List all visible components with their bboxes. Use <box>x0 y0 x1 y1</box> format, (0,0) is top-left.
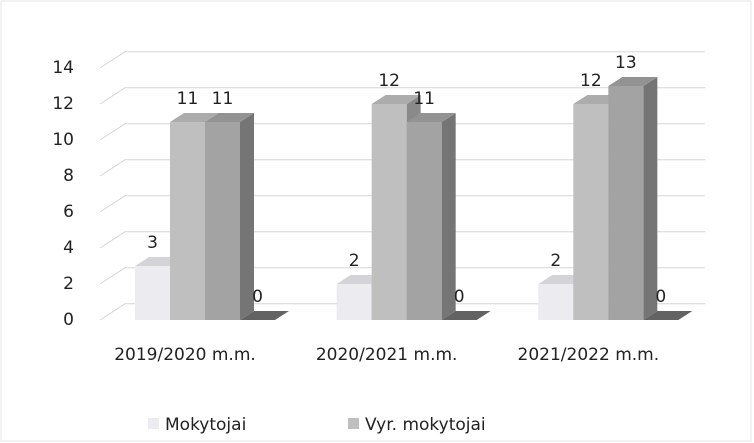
bar-front <box>573 104 609 320</box>
data-label: 2 <box>550 251 561 271</box>
y-tick-label: 14 <box>52 58 74 78</box>
legend-swatch <box>148 418 159 429</box>
data-label: 12 <box>580 71 602 91</box>
grid-line <box>99 123 705 141</box>
bar-top <box>170 113 219 122</box>
bar <box>441 311 491 320</box>
data-label: 12 <box>378 71 400 91</box>
bar <box>406 113 456 320</box>
bar-side <box>643 77 658 320</box>
bar-front <box>371 104 407 320</box>
bar <box>643 311 693 320</box>
grid-line <box>99 51 705 69</box>
bar-top <box>406 113 456 122</box>
bar-top <box>441 311 491 320</box>
grid-line <box>99 195 705 213</box>
bar-front <box>170 122 205 320</box>
bar-side <box>240 113 254 320</box>
y-tick-label: 4 <box>63 238 74 258</box>
bar-front <box>538 284 574 320</box>
bar-top <box>240 311 289 320</box>
grid-line <box>99 159 705 177</box>
bar-front <box>608 86 644 320</box>
x-tick-label: 2021/2022 m.m. <box>518 345 660 365</box>
data-label: 0 <box>252 287 263 307</box>
data-label: 0 <box>454 287 465 307</box>
grid-line <box>99 267 705 285</box>
data-label: 3 <box>147 233 158 253</box>
y-tick-label: 6 <box>63 202 74 222</box>
x-tick-label: 2019/2020 m.m. <box>114 345 256 365</box>
bar-top <box>643 311 693 320</box>
data-label: 13 <box>615 53 637 73</box>
legend-swatch <box>348 418 359 429</box>
x-tick-label: 2020/2021 m.m. <box>316 345 458 365</box>
bar-front <box>406 122 442 320</box>
bar <box>608 77 658 320</box>
data-label: 11 <box>212 89 234 109</box>
bar-top <box>205 113 254 122</box>
y-tick-label: 12 <box>52 94 74 114</box>
bar <box>205 113 254 320</box>
bar <box>240 311 289 320</box>
grid-line <box>99 303 705 321</box>
bar-side <box>441 113 456 320</box>
y-tick-label: 2 <box>63 274 74 294</box>
y-tick-label: 10 <box>52 130 74 150</box>
y-tick-label: 0 <box>63 310 74 330</box>
data-label: 11 <box>177 89 199 109</box>
bar-top <box>371 95 421 104</box>
legend-label: Mokytojai <box>165 415 246 435</box>
grid-line <box>99 87 705 105</box>
grid-line <box>99 231 705 249</box>
data-label: 0 <box>655 287 666 307</box>
bar-front <box>205 122 240 320</box>
data-label: 2 <box>349 251 360 271</box>
bar-top <box>608 77 658 86</box>
y-tick-label: 8 <box>63 166 74 186</box>
bar-front <box>135 266 170 320</box>
legend-label: Vyr. mokytojai <box>365 415 486 435</box>
data-label: 11 <box>413 89 435 109</box>
bar-front <box>336 284 372 320</box>
